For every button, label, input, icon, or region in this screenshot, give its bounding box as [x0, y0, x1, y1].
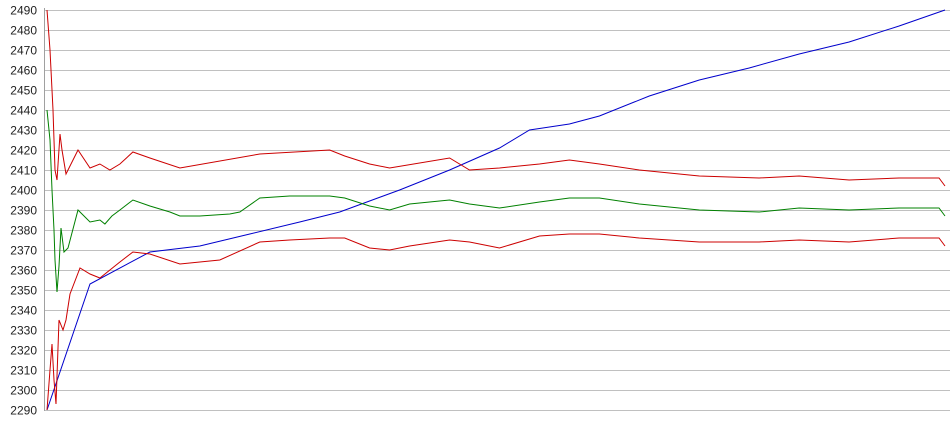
series-line-3 — [46, 233, 946, 411]
y-tick-label: 2330 — [10, 324, 37, 338]
series-line-0 — [46, 9, 946, 411]
y-tick-label: 2490 — [10, 4, 37, 18]
y-tick-label: 2300 — [10, 384, 37, 398]
y-tick-label: 2350 — [10, 284, 37, 298]
y-tick-label: 2460 — [10, 64, 37, 78]
y-tick-label: 2470 — [10, 44, 37, 58]
y-tick-label: 2370 — [10, 244, 37, 258]
y-tick-label: 2480 — [10, 24, 37, 38]
y-tick-label: 2320 — [10, 344, 37, 358]
y-tick-label: 2430 — [10, 124, 37, 138]
y-tick-label: 2310 — [10, 364, 37, 378]
y-tick-label: 2440 — [10, 104, 37, 118]
series-lines — [46, 9, 946, 411]
y-tick-label: 2390 — [10, 204, 37, 218]
series-line-1 — [46, 109, 946, 293]
y-tick-label: 2380 — [10, 224, 37, 238]
y-axis-ticks: 2290 2300 2310 2320 2330 2340 2350 2360 2370 2380… — [10, 4, 37, 418]
series-line-2 — [46, 9, 946, 187]
gridlines — [44, 10, 950, 411]
y-tick-label: 2420 — [10, 144, 37, 158]
y-tick-label: 2410 — [10, 164, 37, 178]
y-tick-label: 2340 — [10, 304, 37, 318]
y-tick-label: 2400 — [10, 184, 37, 198]
y-tick-label: 2360 — [10, 264, 37, 278]
y-tick-label: 2450 — [10, 84, 37, 98]
y-tick-label: 2290 — [10, 404, 37, 418]
